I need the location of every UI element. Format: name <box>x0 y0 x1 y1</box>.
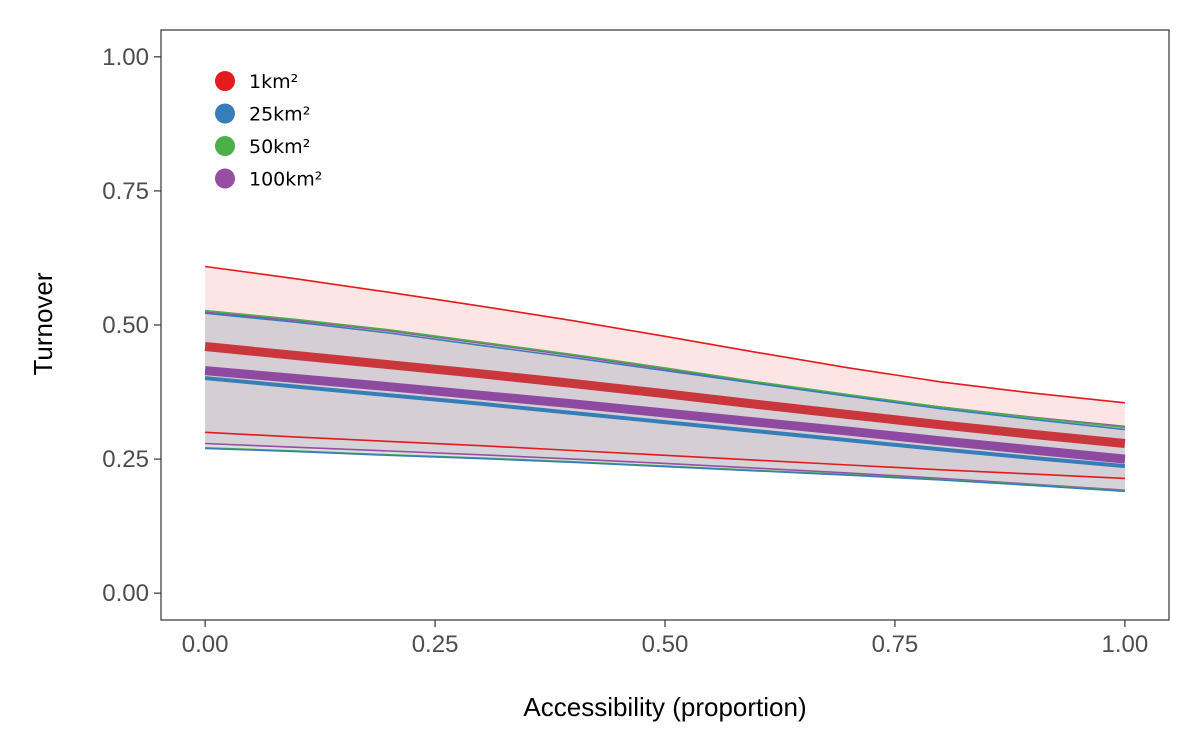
legend-label-2: 25km² <box>249 104 310 126</box>
upper-bound-line-2 <box>205 312 1125 431</box>
confidence-bound-lines <box>204 265 1125 493</box>
y-axis-title: Turnover <box>28 272 58 375</box>
x-tick-label: 0.25 <box>412 631 459 658</box>
y-tick-label: 0.25 <box>102 446 149 473</box>
fit-line-2 <box>204 376 1126 469</box>
upper-bound-line-1 <box>204 265 1125 404</box>
x-tick-label: 1.00 <box>1101 631 1148 658</box>
y-tick-label: 0.00 <box>102 580 149 607</box>
y-tick-label: 1.00 <box>102 44 149 71</box>
legend-label-4: 100km² <box>249 169 322 191</box>
legend-swatch-3 <box>215 136 235 156</box>
lower-bound-line-1 <box>205 431 1125 480</box>
upper-bound-line-3 <box>205 309 1125 429</box>
legend: 1km² 25km² 50km² 100km² <box>215 71 322 191</box>
fit-line-4 <box>204 366 1126 464</box>
y-tick-label: 0.75 <box>102 178 149 205</box>
y-axis-ticks: 0.00 0.25 0.50 0.75 1.00 <box>102 44 161 607</box>
y-tick-label: 0.50 <box>102 312 149 339</box>
legend-swatch-2 <box>215 103 235 124</box>
legend-label-1: 1km² <box>249 71 298 93</box>
x-axis-ticks: 0.00 0.25 0.50 0.75 1.00 <box>182 620 1148 658</box>
legend-swatch-4 <box>215 168 235 189</box>
lower-bound-line-2 <box>205 447 1125 493</box>
x-tick-label: 0.50 <box>642 631 689 658</box>
fit-lines <box>204 342 1126 469</box>
x-tick-label: 0.00 <box>182 631 229 658</box>
legend-label-3: 50km² <box>249 136 310 158</box>
x-axis-title: Accessibility (proportion) <box>523 692 806 722</box>
legend-swatch-1 <box>215 71 235 91</box>
lower-bound-line-4 <box>205 442 1125 491</box>
x-tick-label: 0.75 <box>872 631 919 658</box>
fit-line-1 <box>204 342 1126 448</box>
